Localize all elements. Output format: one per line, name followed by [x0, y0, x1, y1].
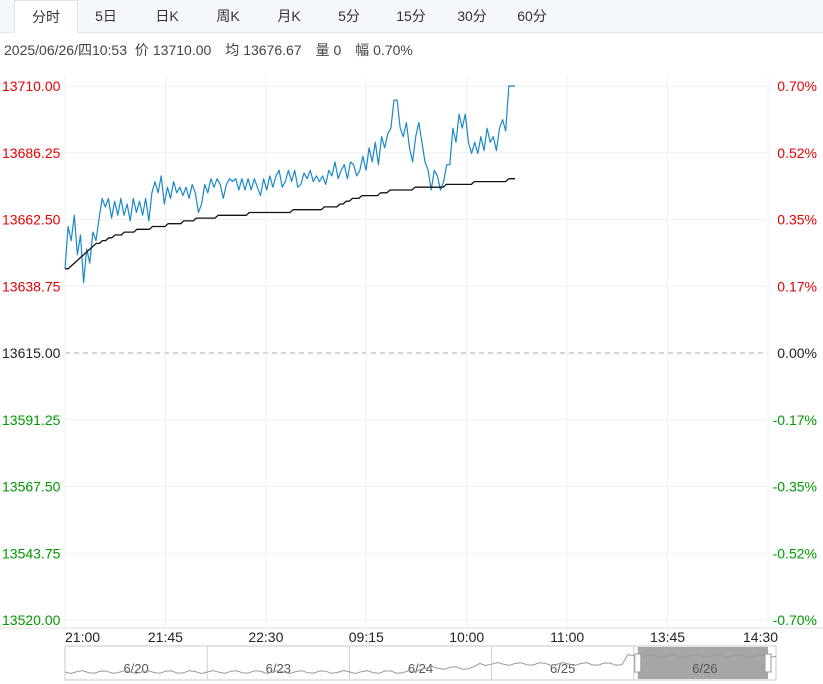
y-tick-label: 13662.50 — [2, 212, 61, 228]
y-tick-label: 13591.25 — [2, 412, 61, 428]
quote-datetime: 2025/06/26/四10:53 — [4, 42, 127, 58]
navigator-left-handle — [634, 653, 642, 673]
y-tick-label: 13638.75 — [2, 278, 61, 294]
tab-30min[interactable]: 30分 — [457, 8, 487, 24]
y-tick-label-percent: -0.52% — [773, 545, 817, 561]
y-axis-price: 13710.00 13686.25 13662.50 13638.75 13615.00… — [2, 78, 61, 628]
navigator-sparkline — [64, 653, 777, 675]
price-value: 13710.00 — [152, 42, 212, 58]
chart-grid — [0, 76, 823, 629]
average-price-line — [65, 178, 515, 270]
y-tick-label: 13567.50 — [2, 479, 61, 495]
y-tick-label-percent: 0.00% — [777, 345, 817, 361]
navigator-selection — [637, 647, 768, 679]
tab-5min[interactable]: 5分 — [338, 8, 360, 24]
navigator-date-label: 6/24 — [408, 661, 433, 676]
x-tick-label: 10:00 — [449, 629, 484, 645]
change-label: 幅 — [355, 42, 370, 58]
x-tick-label: 21:45 — [148, 629, 183, 645]
y-tick-label: 13543.75 — [2, 545, 61, 561]
navigator-right-handle — [764, 653, 772, 673]
change-value: 0.70% — [373, 42, 413, 58]
y-tick-label-percent: 0.17% — [777, 278, 817, 294]
x-tick-label: 11:00 — [550, 629, 584, 645]
volume-value: 0 — [333, 42, 342, 58]
y-tick-label-percent: -0.70% — [773, 612, 817, 628]
tab-15min[interactable]: 15分 — [396, 8, 426, 24]
y-axis-percent: 0.70% 0.52% 0.35% 0.17% 0.00% -0.17% -0.35% -0.… — [773, 78, 817, 628]
y-tick-label: 13520.00 — [2, 612, 61, 628]
y-tick-label: 13686.25 — [2, 145, 61, 161]
period-tab-bar: 分时 5日 日K 周K 月K 5分 15分 30分 60分 — [0, 0, 823, 33]
chart-series — [64, 85, 515, 284]
y-tick-label-percent: 0.35% — [777, 212, 817, 228]
y-tick-label-percent: 0.70% — [777, 78, 817, 94]
avg-value: 13676.67 — [243, 42, 302, 58]
range-navigator[interactable]: 6/20 6/23 6/24 6/25 6/26 — [64, 645, 777, 681]
tab-intraday[interactable]: 分时 — [14, 0, 78, 33]
x-axis-time: 21:00 21:45 22:30 09:15 10:00 11:00 13:45 14:30 — [65, 629, 778, 645]
x-tick-label: 13:45 — [650, 629, 685, 645]
navigator-date-label: 6/26 — [692, 661, 717, 676]
price-label: 价 — [134, 42, 149, 58]
avg-label: 均 — [225, 42, 240, 58]
y-tick-label-percent: 0.52% — [777, 145, 817, 161]
x-tick-label: 14:30 — [743, 629, 778, 645]
y-tick-label: 13615.00 — [2, 345, 61, 361]
x-tick-label: 22:30 — [248, 629, 283, 645]
tab-60min[interactable]: 60分 — [517, 8, 547, 24]
tab-monthly-k[interactable]: 月K — [277, 8, 301, 24]
tab-weekly-k[interactable]: 周K — [216, 8, 240, 24]
y-tick-label-percent: -0.35% — [773, 479, 817, 495]
tab-daily-k[interactable]: 日K — [155, 8, 179, 24]
price-line — [64, 85, 515, 284]
y-tick-label-percent: -0.17% — [773, 412, 817, 428]
volume-label: 量 — [315, 42, 330, 58]
navigator-date-label: 6/23 — [266, 661, 291, 676]
x-tick-label: 21:00 — [65, 629, 100, 645]
navigator-date-label: 6/25 — [550, 661, 575, 676]
tab-5day[interactable]: 5日 — [95, 8, 117, 24]
navigator-date-label: 6/20 — [123, 661, 148, 676]
y-tick-label: 13710.00 — [2, 78, 61, 94]
x-tick-label: 09:15 — [349, 629, 384, 645]
